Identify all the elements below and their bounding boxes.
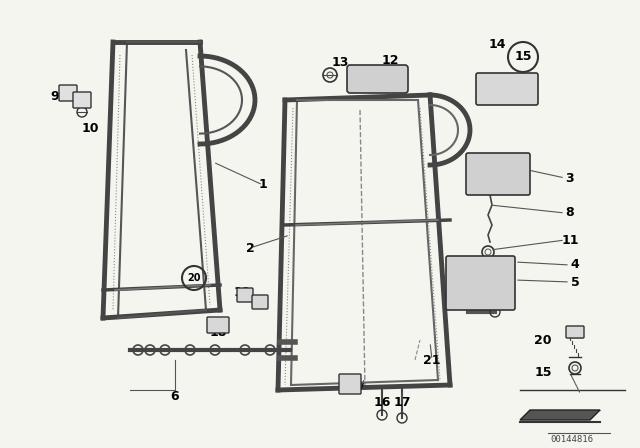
FancyBboxPatch shape: [59, 85, 77, 101]
Text: 11: 11: [561, 233, 579, 246]
Text: 14: 14: [488, 39, 506, 52]
FancyBboxPatch shape: [207, 317, 229, 333]
FancyBboxPatch shape: [237, 288, 253, 302]
Text: 1: 1: [259, 178, 268, 191]
Text: 4: 4: [571, 258, 579, 271]
Text: 5: 5: [571, 276, 579, 289]
Text: 15: 15: [515, 51, 532, 64]
FancyBboxPatch shape: [446, 256, 515, 310]
FancyBboxPatch shape: [466, 153, 530, 195]
Text: 6: 6: [171, 391, 179, 404]
FancyBboxPatch shape: [252, 295, 268, 309]
Text: 9: 9: [51, 90, 60, 103]
FancyBboxPatch shape: [476, 73, 538, 105]
Text: 20: 20: [534, 333, 552, 346]
Polygon shape: [520, 410, 600, 420]
FancyBboxPatch shape: [566, 326, 584, 338]
Text: 16: 16: [373, 396, 390, 409]
Text: 18: 18: [209, 326, 227, 339]
Text: 2: 2: [246, 241, 254, 254]
FancyBboxPatch shape: [73, 92, 91, 108]
Text: 15: 15: [534, 366, 552, 379]
FancyBboxPatch shape: [347, 65, 408, 93]
Text: 12: 12: [381, 53, 399, 66]
Text: 7: 7: [356, 382, 364, 395]
Text: 00144816: 00144816: [550, 435, 593, 444]
Text: 19: 19: [234, 287, 251, 300]
Text: 8: 8: [566, 207, 574, 220]
Text: 20: 20: [188, 273, 201, 283]
Text: 17: 17: [393, 396, 411, 409]
Text: 21: 21: [423, 353, 441, 366]
Text: 3: 3: [566, 172, 574, 185]
FancyBboxPatch shape: [339, 374, 361, 394]
Text: 10: 10: [81, 121, 99, 134]
Text: 13: 13: [332, 56, 349, 69]
